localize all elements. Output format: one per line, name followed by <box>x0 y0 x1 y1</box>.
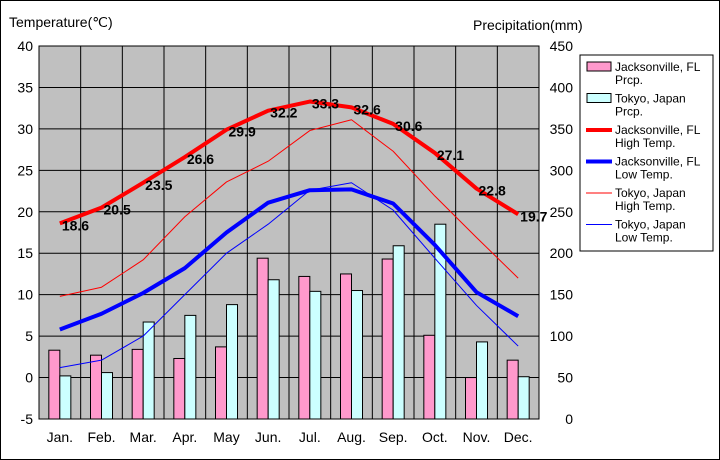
x-tick-label: May <box>213 429 239 445</box>
precip-bar <box>298 275 311 420</box>
x-tick-label: Apr. <box>172 429 197 445</box>
data-label: 23.5 <box>145 177 172 193</box>
precip-bar <box>423 334 436 420</box>
precip-bar <box>48 349 61 420</box>
right-tick-label: 100 <box>550 328 574 344</box>
left-tick-label: 5 <box>25 328 33 344</box>
legend-label: High Temp. <box>615 136 675 150</box>
left-tick-label: 35 <box>17 79 33 95</box>
right-tick-label: 50 <box>557 370 573 386</box>
precip-bar <box>226 304 238 420</box>
x-tick-label: Nov. <box>463 429 491 445</box>
legend-label: High Temp. <box>615 199 675 213</box>
right-tick-label: 450 <box>550 38 574 54</box>
temperature-lines <box>59 99 520 369</box>
x-tick-label: Jan. <box>47 429 73 445</box>
data-label: 20.5 <box>104 202 131 218</box>
right-tick-label: 350 <box>550 121 574 137</box>
right-tick-label: 300 <box>550 162 574 178</box>
legend-label: Low Temp. <box>615 168 673 182</box>
data-label: 18.6 <box>62 217 89 233</box>
legend-label: Prcp. <box>615 105 643 119</box>
data-label: 19.7 <box>520 208 547 224</box>
x-tick-label: Dec. <box>504 429 533 445</box>
left-tick-label: 10 <box>17 287 33 303</box>
temp-line <box>59 119 519 297</box>
precip-bar <box>184 314 197 420</box>
left-tick-label: 40 <box>17 38 33 54</box>
x-axis-ticks: Jan. Feb. Mar. Apr. May Jun. Jul. Aug. Sep. Oct. N… <box>47 429 533 445</box>
precip-bar <box>215 346 227 420</box>
data-label: 27.1 <box>437 147 464 163</box>
data-label: 32.6 <box>354 101 381 117</box>
data-label: 29.9 <box>229 124 256 140</box>
precip-bar <box>309 290 322 420</box>
left-tick-label: 20 <box>17 204 33 220</box>
plot-border <box>38 45 540 420</box>
left-axis-ticks: -5 0 5 10 15 20 25 30 35 40 <box>17 38 33 427</box>
right-tick-label: 400 <box>550 79 574 95</box>
left-tick-label: 30 <box>17 121 33 137</box>
precip-bar <box>267 279 280 420</box>
legend-box <box>579 54 714 252</box>
left-tick-label: 15 <box>17 245 33 261</box>
data-label: 26.6 <box>187 151 214 167</box>
temp-line <box>59 187 520 332</box>
legend-label: Jacksonville, FL <box>615 60 701 74</box>
precip-bar <box>173 357 186 420</box>
data-labels: 18.6 20.5 23.5 26.6 29.9 32.2 33.3 32.6 30.6 27.1… <box>62 96 548 234</box>
right-axis-title: Precipitation(mm) <box>473 17 583 33</box>
legend-label: Tokyo, Japan <box>615 218 686 232</box>
x-tick-label: Jul. <box>299 429 321 445</box>
x-tick-label: Sep. <box>379 429 408 445</box>
precip-bar <box>517 376 530 420</box>
left-tick-label: 25 <box>17 162 33 178</box>
precip-bar <box>392 245 405 420</box>
legend-label: Jacksonville, FL <box>615 155 701 169</box>
data-label: 32.2 <box>270 105 297 121</box>
right-tick-label: 150 <box>550 287 574 303</box>
right-tick-label: 250 <box>550 204 574 220</box>
precip-bar <box>59 375 72 420</box>
legend-swatch <box>586 93 612 103</box>
right-tick-label: 0 <box>565 411 573 427</box>
precip-bar <box>142 321 155 420</box>
data-label: 33.3 <box>312 96 339 112</box>
right-axis-ticks: 0 50 100 150 200 250 300 350 400 450 <box>550 38 574 427</box>
legend-swatch <box>586 61 612 72</box>
x-tick-label: Jun. <box>255 429 281 445</box>
x-tick-label: Mar. <box>130 429 157 445</box>
left-tick-label: 0 <box>25 370 33 386</box>
data-label: 30.6 <box>395 118 422 134</box>
temp-line <box>59 99 520 226</box>
precip-bar <box>256 257 269 420</box>
legend-label: Prcp. <box>615 73 643 87</box>
x-tick-label: Oct. <box>422 429 448 445</box>
precip-bar <box>101 372 113 420</box>
data-label: 22.8 <box>479 183 506 199</box>
left-tick-label: -5 <box>21 411 34 427</box>
precip-bar <box>381 258 394 420</box>
right-tick-label: 200 <box>550 245 574 261</box>
legend-label: Tokyo, Japan <box>615 186 686 200</box>
precip-bar <box>340 273 352 420</box>
left-axis-title: Temperature(℃) <box>9 14 113 30</box>
precip-bar <box>131 348 144 420</box>
precip-bar <box>465 377 477 420</box>
precip-bar <box>506 359 519 420</box>
legend-label: Tokyo, Japan <box>615 92 686 106</box>
precip-bar <box>476 341 488 420</box>
x-tick-label: Aug. <box>337 429 366 445</box>
legend-label: Jacksonville, FL <box>615 123 701 137</box>
temp-line <box>59 182 519 369</box>
precip-bar <box>90 354 102 420</box>
legend-label: Low Temp. <box>615 231 673 245</box>
precip-bar <box>351 290 363 420</box>
x-tick-label: Feb. <box>87 429 115 445</box>
